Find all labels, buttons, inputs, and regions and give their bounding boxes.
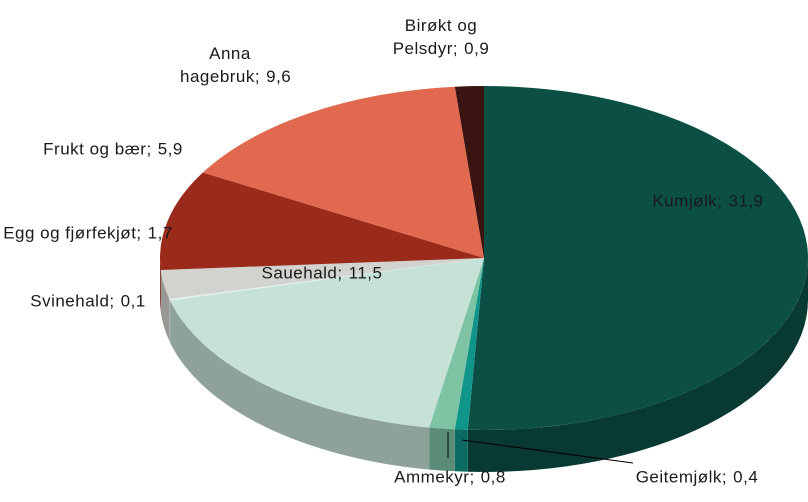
category-label: Sauehald; (261, 263, 343, 283)
slice (202, 86, 484, 258)
data-label: Ammekyr; 0,8 (350, 467, 550, 490)
data-label: Svinehald; 0,1 (0, 291, 188, 314)
slice (170, 258, 485, 428)
slice (467, 86, 808, 430)
category-label: Egg og fjørfekjøt; (3, 223, 142, 243)
slice-side (160, 258, 161, 313)
category-label: Kumjølk; (652, 191, 723, 211)
slice (454, 258, 484, 430)
value-label: 1,7 (147, 223, 173, 243)
slice (429, 258, 484, 430)
category-label: Geitemjølk; (635, 467, 728, 487)
leader-line (461, 439, 634, 464)
data-label: Egg og fjørfekjøt; 1,7 (0, 223, 178, 246)
value-label: 0,1 (120, 291, 146, 311)
slice (454, 86, 484, 258)
category-label: Anna hagebruk; (180, 44, 261, 86)
data-label: Sauehald; 11,5 (212, 263, 432, 286)
category-label: Birøkt og Pelsdyr; (392, 16, 478, 58)
data-label: Birøkt og Pelsdyr; 0,9 (366, 15, 516, 61)
category-label: Frukt og bær; (43, 139, 152, 159)
slice (169, 258, 484, 301)
value-label: 0,8 (480, 467, 506, 487)
slice-side (169, 298, 171, 343)
data-label: Kumjølk; 31,9 (598, 191, 808, 214)
data-label: Geitemjølk; 0,4 (627, 467, 767, 490)
data-label: Anna hagebruk; 9,6 (180, 43, 291, 89)
pie (160, 86, 808, 472)
value-label: 31,9 (728, 191, 764, 211)
slice-side (467, 258, 808, 472)
value-label: 0,4 (733, 467, 759, 487)
category-label: Svinehald; (30, 291, 115, 311)
slice (160, 172, 484, 271)
value-label: 11,5 (348, 263, 383, 283)
slice (160, 258, 484, 299)
value-label: 9,6 (266, 67, 292, 86)
category-label: Ammekyr; (394, 467, 475, 487)
slice-side (160, 270, 170, 341)
value-label: 5,9 (157, 139, 183, 159)
slice-side (454, 429, 468, 472)
slice-side (429, 427, 455, 472)
data-label: Frukt og bær; 5,9 (33, 139, 193, 162)
value-label: 0,9 (464, 39, 490, 58)
slice-side (170, 300, 430, 470)
